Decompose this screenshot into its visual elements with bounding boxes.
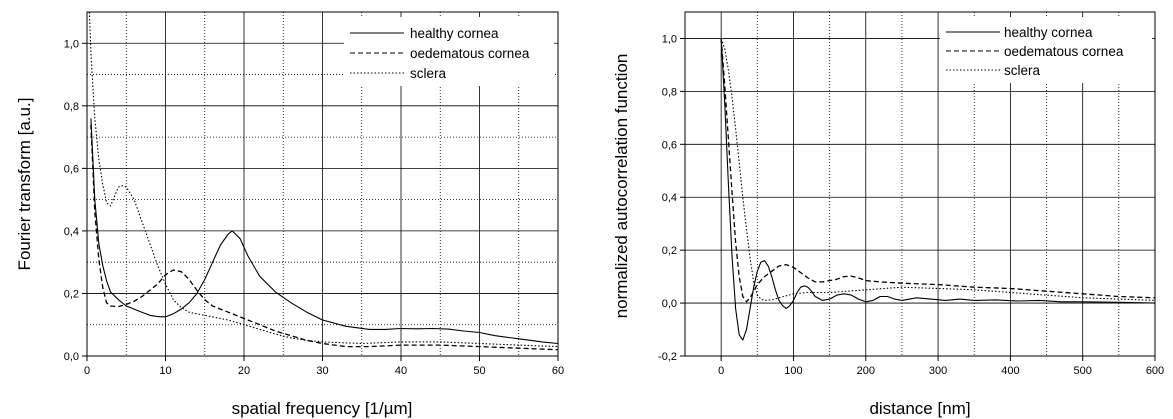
right-x-tick-label: 600	[1146, 365, 1164, 377]
right-x-tick-label: 300	[929, 365, 947, 377]
right-legend-label-healthy: healthy cornea	[1004, 25, 1093, 40]
left-ticks: 0 10 20 30 40 50 60 0,0 0,2 0,4 0,6 0,8 1,0	[64, 38, 564, 377]
left-y-tick-label: 0,0	[64, 351, 79, 363]
left-series-sclera	[88, 12, 558, 348]
left-x-tick-label: 40	[395, 365, 407, 377]
right-y-tick-label: 0,6	[662, 139, 677, 151]
left-x-tick-label: 60	[552, 365, 564, 377]
right-y-tick-label: 0,0	[662, 298, 677, 310]
right-legend-box	[940, 17, 1152, 83]
left-y-axis-label: Fourier transform [a.u.]	[15, 98, 34, 271]
left-x-tick-label: 0	[84, 365, 90, 377]
right-plot-frame	[684, 11, 1156, 357]
right-legend-label-oedematous: oedematous cornea	[1004, 44, 1124, 59]
left-y-tick-label: 0,8	[64, 101, 79, 113]
right-legend: healthy cornea oedematous cornea sclera	[940, 17, 1152, 83]
left-series-group	[88, 12, 558, 351]
right-y-tick-label: 0,4	[662, 192, 677, 204]
right-y-tick-label: -0,2	[658, 351, 677, 363]
left-series-healthy-cornea	[90, 118, 558, 345]
right-x-tick-label: 200	[857, 365, 875, 377]
right-series-oedematous-cornea	[720, 38, 1155, 303]
left-x-tick-label: 20	[238, 365, 250, 377]
left-y-tick-label: 1,0	[64, 38, 79, 50]
right-series-group	[720, 38, 1155, 341]
right-y-tick-label: 0,2	[662, 245, 677, 257]
right-x-tick-label: 100	[784, 365, 802, 377]
left-y-tick-label: 0,6	[64, 163, 79, 175]
right-x-tick-label: 0	[718, 365, 724, 377]
left-series-oedematous-cornea	[90, 124, 558, 351]
right-ticks: 0 100 200 300 400 500 600 -0,2 0,0 0,2 0,4 0,6 0,8 1,…	[658, 33, 1164, 377]
left-legend-label-healthy: healthy cornea	[410, 26, 499, 41]
right-legend-label-sclera: sclera	[1004, 63, 1041, 78]
right-y-axis-label: normalized autocorrelation function	[612, 54, 631, 319]
left-legend-box	[344, 17, 554, 86]
left-y-tick-label: 0,2	[64, 288, 79, 300]
right-y-tick-label: 1,0	[662, 33, 677, 45]
left-legend: healthy cornea oedematous cornea sclera	[344, 17, 554, 86]
right-x-axis-label: distance [nm]	[869, 399, 970, 418]
left-legend-label-sclera: sclera	[410, 66, 447, 81]
left-x-tick-label: 50	[473, 365, 485, 377]
left-legend-label-oedematous: oedematous cornea	[410, 46, 530, 61]
right-x-tick-label: 500	[1074, 365, 1092, 377]
chart-left: 0 10 20 30 40 50 60 0,0 0,2 0,4 0,6 0,8 1,0 healthy …	[15, 11, 564, 418]
right-series-healthy-cornea	[720, 38, 1155, 341]
left-x-tick-label: 10	[159, 365, 171, 377]
right-series-sclera	[720, 38, 1155, 301]
chart-right: 0 100 200 300 400 500 600 -0,2 0,0 0,2 0,4 0,6 0,8 1,…	[612, 11, 1164, 418]
left-x-axis-label: spatial frequency [1/µm]	[232, 399, 413, 418]
left-x-tick-label: 30	[316, 365, 328, 377]
right-x-tick-label: 400	[1001, 365, 1019, 377]
right-y-tick-label: 0,8	[662, 86, 677, 98]
left-y-tick-label: 0,4	[64, 226, 79, 238]
